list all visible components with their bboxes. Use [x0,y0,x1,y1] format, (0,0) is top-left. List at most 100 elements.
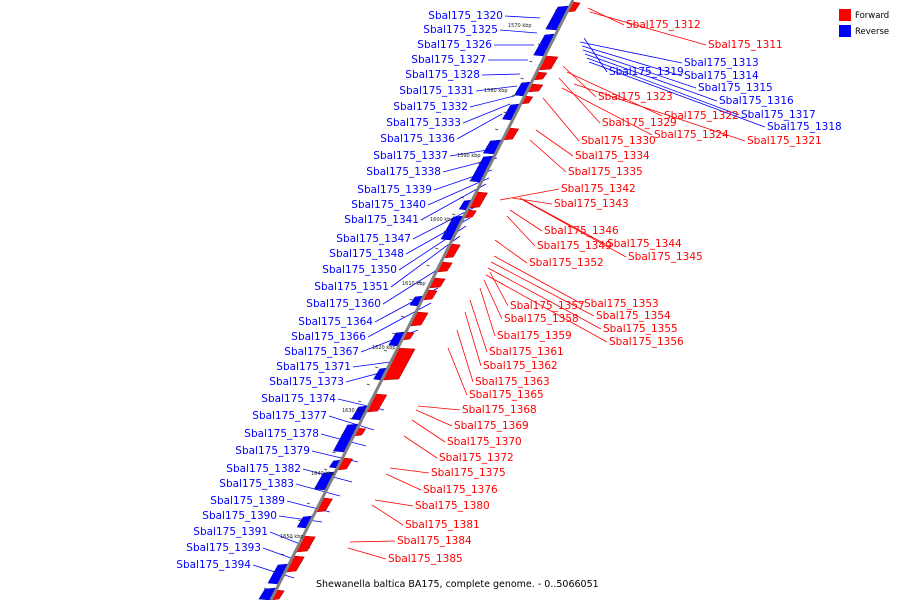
feature-dash [426,264,430,267]
forward-gene-label[interactable]: Sbal175_1335 [568,166,643,178]
forward-gene-label[interactable]: Sbal175_1375 [431,467,506,479]
forward-gene-label[interactable]: Sbal175_1352 [529,257,604,269]
reverse-gene-label[interactable]: Sbal175_1391 [193,526,268,538]
forward-gene-label[interactable]: Sbal175_1365 [469,389,544,401]
reverse-gene-label[interactable]: Sbal175_1382 [226,463,301,475]
forward-gene-label[interactable]: Sbal175_1384 [397,535,472,547]
reverse-gene-label[interactable]: Sbal175_1360 [306,298,381,310]
forward-gene-leader-line [411,419,446,443]
forward-gene-label[interactable]: Sbal175_1344 [607,238,682,250]
forward-gene-label[interactable]: Sbal175_1329 [602,117,677,129]
feature-dash [263,587,268,590]
reverse-gene-label[interactable]: Sbal175_1314 [684,70,759,82]
forward-gene-label[interactable]: Sbal175_1349 [537,240,612,252]
forward-gene-label[interactable]: Sbal175_1372 [439,452,514,464]
forward-gene-label[interactable]: Sbal175_1376 [423,484,498,496]
forward-gene-label[interactable]: Sbal175_1330 [581,135,656,147]
reverse-gene-label[interactable]: Sbal175_1327 [411,54,486,66]
reverse-gene-label[interactable]: Sbal175_1320 [428,10,503,22]
reverse-gene-label[interactable]: Sbal175_1336 [380,133,455,145]
reverse-gene-label[interactable]: Sbal175_1315 [698,82,773,94]
feature-dash [272,570,276,573]
forward-gene-label[interactable]: Sbal175_1358 [504,313,579,325]
forward-gene-leader-line [447,347,468,396]
reverse-gene-label[interactable]: Sbal175_1340 [351,199,426,211]
reverse-gene-label[interactable]: Sbal175_1393 [186,542,261,554]
forward-gene-label[interactable]: Sbal175_1381 [405,519,480,531]
reverse-gene-label[interactable]: Sbal175_1374 [261,393,336,405]
forward-gene-label[interactable]: Sbal175_1323 [598,91,673,103]
reverse-gene-label[interactable]: Sbal175_1328 [405,69,480,81]
forward-gene-label[interactable]: Sbal175_1356 [609,336,684,348]
reverse-gene-label[interactable]: Sbal175_1317 [741,109,816,121]
feature-dash [443,230,447,233]
forward-gene-label[interactable]: Sbal175_1324 [654,129,729,141]
feature-dash [435,247,439,250]
reverse-gene-label[interactable]: Sbal175_1371 [276,361,351,373]
reverse-gene-leader-line [579,41,683,64]
forward-gene-label[interactable]: Sbal175_1362 [483,360,558,372]
forward-gene-label[interactable]: Sbal175_1369 [454,420,529,432]
forward-gene-label[interactable]: Sbal175_1359 [497,330,572,342]
axis-tick-label: 1590 kbp [457,153,481,159]
forward-gene-label[interactable]: Sbal175_1354 [596,310,671,322]
reverse-gene-label[interactable]: Sbal175_1316 [719,95,794,107]
forward-gene-label[interactable]: Sbal175_1321 [747,135,822,147]
forward-gene-label[interactable]: Sbal175_1345 [628,251,703,263]
reverse-gene-label[interactable]: Sbal175_1379 [235,445,310,457]
reverse-gene-leader-line [367,302,432,338]
reverse-gene-label[interactable]: Sbal175_1390 [202,510,277,522]
forward-gene-label[interactable]: Sbal175_1385 [388,553,463,565]
forward-gene-label[interactable]: Sbal175_1342 [561,183,636,195]
reverse-gene-label[interactable]: Sbal175_1364 [298,316,373,328]
reverse-gene-label[interactable]: Sbal175_1333 [386,117,461,129]
forward-gene-leader-line [349,540,396,543]
forward-gene-label[interactable]: Sbal175_1311 [708,39,783,51]
reverse-gene-label[interactable]: Sbal175_1367 [284,346,359,358]
forward-gene-label[interactable]: Sbal175_1346 [544,225,619,237]
forward-gene-label[interactable]: Sbal175_1380 [415,500,490,512]
reverse-gene-leader-line [499,29,538,34]
reverse-gene-label[interactable]: Sbal175_1341 [344,214,419,226]
forward-gene-label[interactable]: Sbal175_1361 [489,346,564,358]
forward-gene-label[interactable]: Sbal175_1353 [584,298,659,310]
reverse-gene-label[interactable]: Sbal175_1373 [269,376,344,388]
reverse-gene-label[interactable]: Sbal175_1331 [399,85,474,97]
reverse-gene-label[interactable]: Sbal175_1366 [291,331,366,343]
forward-gene-label[interactable]: Sbal175_1368 [462,404,537,416]
reverse-gene-label[interactable]: Sbal175_1326 [417,39,492,51]
feature-dash [460,196,464,199]
reverse-gene-label[interactable]: Sbal175_1325 [423,24,498,36]
reverse-gene-label[interactable]: Sbal175_1337 [373,150,448,162]
feature-dash [477,162,482,165]
reverse-gene-label[interactable]: Sbal175_1313 [684,57,759,69]
feature-dash [486,145,490,148]
forward-gene-label[interactable]: Sbal175_1355 [603,323,678,335]
reverse-gene-label[interactable]: Sbal175_1348 [329,248,404,260]
reverse-gene-label[interactable]: Sbal175_1338 [366,166,441,178]
reverse-gene-label[interactable]: Sbal175_1377 [252,410,327,422]
forward-gene-label[interactable]: Sbal175_1312 [626,19,701,31]
forward-gene-label[interactable]: Sbal175_1343 [554,198,629,210]
reverse-gene-label[interactable]: Sbal175_1378 [244,428,319,440]
reverse-gene-label[interactable]: Sbal175_1350 [322,264,397,276]
legend-forward-swatch [839,9,851,21]
forward-gene-label[interactable]: Sbal175_1363 [475,376,550,388]
feature-dash [340,434,345,437]
forward-gene-label[interactable]: Sbal175_1322 [664,110,739,122]
forward-gene-label[interactable]: Sbal175_1334 [575,150,650,162]
forward-gene-label[interactable]: Sbal175_1357 [510,300,585,312]
reverse-gene-label[interactable]: Sbal175_1383 [219,478,294,490]
reverse-gene-label[interactable]: Sbal175_1347 [336,233,411,245]
legend-reverse-label: Reverse [855,27,889,37]
reverse-gene-label[interactable]: Sbal175_1339 [357,184,432,196]
reverse-gene-label[interactable]: Sbal175_1319 [609,66,684,78]
reverse-gene-label[interactable]: Sbal175_1389 [210,495,285,507]
feature-dash [349,417,353,420]
forward-gene-leader-line [561,87,653,136]
forward-gene-label[interactable]: Sbal175_1370 [447,436,522,448]
reverse-gene-label[interactable]: Sbal175_1351 [314,281,389,293]
reverse-gene-label[interactable]: Sbal175_1318 [767,121,842,133]
reverse-gene-label[interactable]: Sbal175_1394 [176,559,251,571]
reverse-gene-label[interactable]: Sbal175_1332 [393,101,468,113]
